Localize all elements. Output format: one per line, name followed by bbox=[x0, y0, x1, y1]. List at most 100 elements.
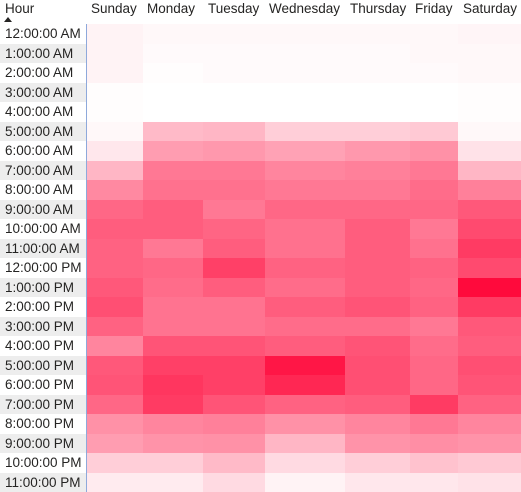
heatmap-cell[interactable] bbox=[143, 180, 203, 200]
hour-row-header[interactable]: 12:00:00 AM bbox=[5, 26, 81, 41]
heatmap-cell[interactable] bbox=[345, 394, 410, 414]
heatmap-cell[interactable] bbox=[87, 24, 143, 44]
heatmap-cell[interactable] bbox=[345, 277, 410, 297]
heatmap-cell[interactable] bbox=[203, 82, 265, 102]
heatmap-cell[interactable] bbox=[203, 433, 265, 453]
heatmap-cell[interactable] bbox=[87, 102, 143, 122]
hour-row-header[interactable]: 8:00:00 PM bbox=[5, 416, 75, 431]
heatmap-cell[interactable] bbox=[87, 453, 143, 473]
heatmap-cell[interactable] bbox=[410, 121, 458, 141]
heatmap-cell[interactable] bbox=[203, 102, 265, 122]
heatmap-cell[interactable] bbox=[203, 414, 265, 434]
hour-row-header[interactable]: 5:00:00 AM bbox=[0, 121, 86, 141]
heatmap-cell[interactable] bbox=[345, 433, 410, 453]
heatmap-cell[interactable] bbox=[345, 82, 410, 102]
heatmap-cell[interactable] bbox=[265, 258, 345, 278]
heatmap-cell[interactable] bbox=[143, 453, 203, 473]
heatmap-cell[interactable] bbox=[265, 433, 345, 453]
heatmap-cell[interactable] bbox=[345, 63, 410, 83]
heatmap-cell[interactable] bbox=[265, 82, 345, 102]
heatmap-cell[interactable] bbox=[265, 180, 345, 200]
heatmap-cell[interactable] bbox=[458, 102, 521, 122]
heatmap-cell[interactable] bbox=[345, 219, 410, 239]
heatmap-cell[interactable] bbox=[410, 238, 458, 258]
hour-row-header[interactable]: 2:00:00 PM bbox=[5, 299, 75, 314]
day-header-monday[interactable]: Monday bbox=[147, 1, 196, 16]
heatmap-cell[interactable] bbox=[265, 414, 345, 434]
heatmap-cell[interactable] bbox=[410, 24, 458, 44]
hour-row-header[interactable]: 3:00:00 PM bbox=[0, 316, 86, 336]
hour-row-header[interactable]: 1:00:00 AM bbox=[0, 43, 86, 63]
heatmap-cell[interactable] bbox=[87, 141, 143, 161]
day-header-wednesday[interactable]: Wednesday bbox=[269, 1, 341, 16]
heatmap-cell[interactable] bbox=[458, 199, 521, 219]
heatmap-cell[interactable] bbox=[458, 258, 521, 278]
heatmap-cell[interactable] bbox=[203, 316, 265, 336]
heatmap-cell[interactable] bbox=[458, 375, 521, 395]
heatmap-cell[interactable] bbox=[265, 375, 345, 395]
heatmap-cell[interactable] bbox=[458, 82, 521, 102]
hour-row-header[interactable]: 1:00:00 PM bbox=[0, 277, 86, 297]
heatmap-cell[interactable] bbox=[410, 219, 458, 239]
heatmap-cell[interactable] bbox=[203, 180, 265, 200]
heatmap-cell[interactable] bbox=[203, 160, 265, 180]
heatmap-cell[interactable] bbox=[203, 24, 265, 44]
hour-row-header[interactable]: 9:00:00 AM bbox=[0, 199, 86, 219]
heatmap-cell[interactable] bbox=[265, 394, 345, 414]
heatmap-cell[interactable] bbox=[87, 394, 143, 414]
heatmap-cell[interactable] bbox=[345, 453, 410, 473]
hour-row-header[interactable]: 11:00:00 AM bbox=[0, 238, 86, 258]
heatmap-cell[interactable] bbox=[410, 394, 458, 414]
hour-row-header[interactable]: 3:00:00 AM bbox=[0, 82, 86, 102]
day-header-thursday[interactable]: Thursday bbox=[350, 1, 407, 16]
heatmap-cell[interactable] bbox=[265, 24, 345, 44]
heatmap-cell[interactable] bbox=[143, 43, 203, 63]
heatmap-cell[interactable] bbox=[265, 63, 345, 83]
hour-row-header[interactable]: 7:00:00 PM bbox=[0, 394, 86, 414]
heatmap-cell[interactable] bbox=[265, 219, 345, 239]
hour-row-header[interactable]: 6:00:00 AM bbox=[5, 143, 74, 158]
heatmap-cell[interactable] bbox=[410, 336, 458, 356]
hour-row-header[interactable]: 6:00:00 PM bbox=[5, 377, 75, 392]
heatmap-cell[interactable] bbox=[143, 336, 203, 356]
heatmap-cell[interactable] bbox=[458, 414, 521, 434]
heatmap-cell[interactable] bbox=[203, 297, 265, 317]
heatmap-cell[interactable] bbox=[87, 433, 143, 453]
heatmap-cell[interactable] bbox=[143, 394, 203, 414]
day-header-saturday[interactable]: Saturday bbox=[463, 1, 518, 16]
hour-row-header[interactable]: 2:00:00 AM bbox=[5, 65, 74, 80]
heatmap-cell[interactable] bbox=[87, 160, 143, 180]
hour-row-header[interactable]: 10:00:00 AM bbox=[5, 221, 81, 236]
heatmap-cell[interactable] bbox=[345, 121, 410, 141]
heatmap-cell[interactable] bbox=[203, 472, 265, 492]
hour-row-header[interactable]: 10:00:00 PM bbox=[5, 455, 82, 470]
heatmap-cell[interactable] bbox=[458, 433, 521, 453]
heatmap-cell[interactable] bbox=[203, 219, 265, 239]
heatmap-cell[interactable] bbox=[345, 258, 410, 278]
heatmap-cell[interactable] bbox=[458, 219, 521, 239]
heatmap-cell[interactable] bbox=[87, 414, 143, 434]
heatmap-cell[interactable] bbox=[143, 277, 203, 297]
heatmap-cell[interactable] bbox=[143, 238, 203, 258]
heatmap-cell[interactable] bbox=[265, 102, 345, 122]
heatmap-cell[interactable] bbox=[143, 82, 203, 102]
heatmap-cell[interactable] bbox=[143, 102, 203, 122]
heatmap-cell[interactable] bbox=[87, 258, 143, 278]
heatmap-cell[interactable] bbox=[87, 277, 143, 297]
heatmap-cell[interactable] bbox=[410, 43, 458, 63]
heatmap-cell[interactable] bbox=[458, 277, 521, 297]
heatmap-cell[interactable] bbox=[265, 199, 345, 219]
heatmap-cell[interactable] bbox=[345, 24, 410, 44]
heatmap-cell[interactable] bbox=[265, 453, 345, 473]
heatmap-cell[interactable] bbox=[410, 82, 458, 102]
heatmap-cell[interactable] bbox=[203, 238, 265, 258]
hour-row-header[interactable]: 7:00:00 AM bbox=[0, 160, 86, 180]
heatmap-cell[interactable] bbox=[143, 258, 203, 278]
heatmap-cell[interactable] bbox=[458, 453, 521, 473]
heatmap-cell[interactable] bbox=[203, 453, 265, 473]
heatmap-cell[interactable] bbox=[265, 472, 345, 492]
heatmap-cell[interactable] bbox=[143, 160, 203, 180]
heatmap-cell[interactable] bbox=[345, 297, 410, 317]
heatmap-cell[interactable] bbox=[410, 160, 458, 180]
heatmap-cell[interactable] bbox=[345, 102, 410, 122]
